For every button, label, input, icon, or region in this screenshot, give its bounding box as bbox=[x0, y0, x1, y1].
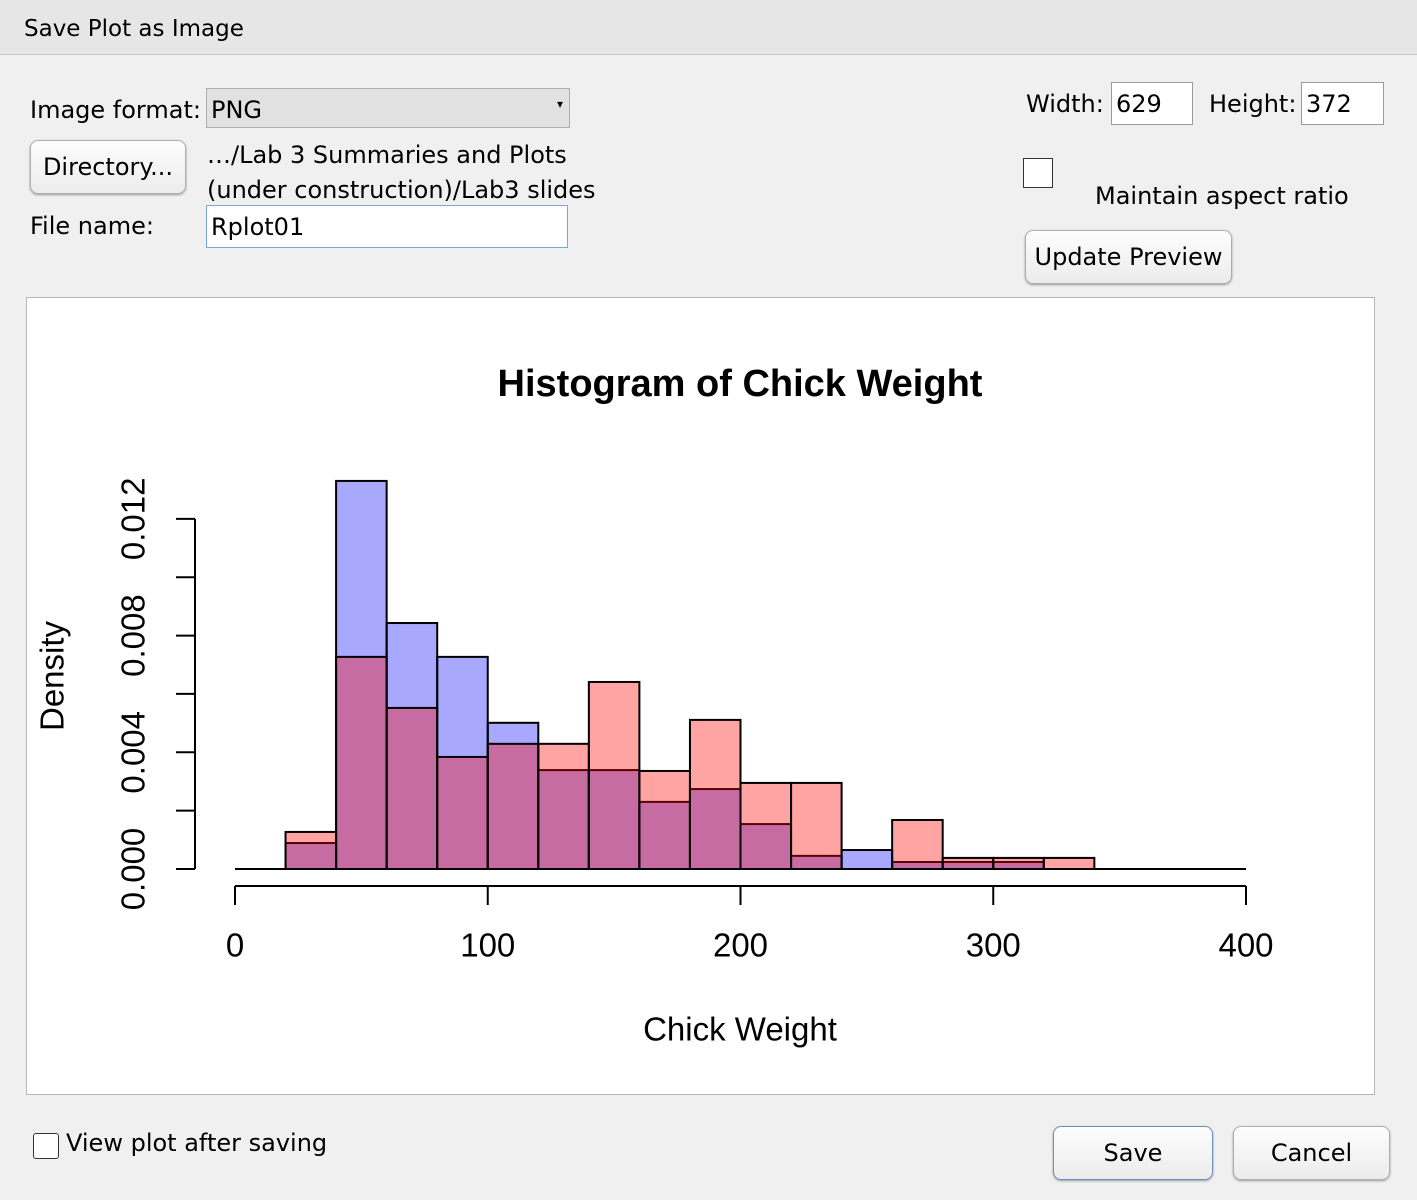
label: File name: bbox=[30, 212, 154, 240]
chart-title: Histogram of Chick Weight bbox=[498, 363, 983, 405]
dropdown-arrow: ▾ bbox=[556, 97, 563, 111]
checkbox[interactable] bbox=[33, 1133, 59, 1159]
bar bbox=[840, 849, 894, 870]
bar bbox=[587, 680, 641, 870]
label: Maintain aspect ratio bbox=[1095, 182, 1349, 210]
bar bbox=[790, 781, 843, 870]
bar bbox=[385, 706, 439, 870]
cancel-button[interactable]: Cancel bbox=[1233, 1126, 1390, 1180]
label: View plot after saving bbox=[66, 1129, 328, 1157]
bar bbox=[992, 856, 1045, 870]
directory-button[interactable]: Directory... bbox=[30, 140, 186, 194]
y-tick-label: 0.004 bbox=[115, 711, 152, 794]
bar bbox=[436, 755, 489, 870]
bar bbox=[335, 655, 388, 871]
bar bbox=[537, 742, 590, 871]
format-value: PNG bbox=[211, 96, 263, 124]
x-axis-label: Chick Weight bbox=[643, 1011, 837, 1048]
bar bbox=[688, 718, 742, 870]
bar bbox=[739, 823, 793, 871]
x-tick-label: 0 bbox=[226, 927, 244, 964]
save-button[interactable]: Save bbox=[1053, 1126, 1213, 1180]
bar bbox=[638, 769, 691, 870]
file-name-input[interactable]: Rplot01 bbox=[206, 205, 568, 248]
x-tick-label: 300 bbox=[966, 927, 1021, 964]
plot-frame bbox=[26, 297, 1375, 1095]
y-tick-label: 0.012 bbox=[115, 478, 152, 561]
directory-path: …/Lab 3 Summaries and Plots (under const… bbox=[207, 141, 596, 204]
width-input[interactable]: 629 bbox=[1111, 82, 1193, 125]
bar bbox=[486, 742, 540, 871]
height-input[interactable]: 372 bbox=[1301, 82, 1384, 125]
x-tick-label: 200 bbox=[713, 927, 768, 964]
y-tick-label: 0.000 bbox=[115, 828, 152, 911]
checkbox[interactable] bbox=[1023, 158, 1053, 188]
bar bbox=[1042, 856, 1096, 870]
x-tick-label: 100 bbox=[460, 927, 515, 964]
bar bbox=[284, 830, 338, 871]
bar bbox=[537, 769, 590, 870]
x-tick-label: 400 bbox=[1218, 927, 1273, 964]
bar bbox=[638, 800, 691, 870]
dialog-title: Save Plot as Image bbox=[24, 16, 244, 42]
bar bbox=[941, 856, 995, 870]
update-preview-button[interactable]: Update Preview bbox=[1025, 230, 1232, 284]
bar bbox=[891, 818, 944, 871]
format-select[interactable]: PNG ▾ bbox=[206, 88, 570, 128]
label: Width: bbox=[1026, 90, 1104, 118]
label: Height: bbox=[1209, 90, 1297, 118]
label: Image format: bbox=[30, 96, 201, 124]
bar bbox=[739, 781, 793, 870]
y-tick-label: 0.008 bbox=[115, 594, 152, 677]
y-axis-label: Density bbox=[34, 620, 71, 731]
title-bar bbox=[0, 0, 1417, 55]
